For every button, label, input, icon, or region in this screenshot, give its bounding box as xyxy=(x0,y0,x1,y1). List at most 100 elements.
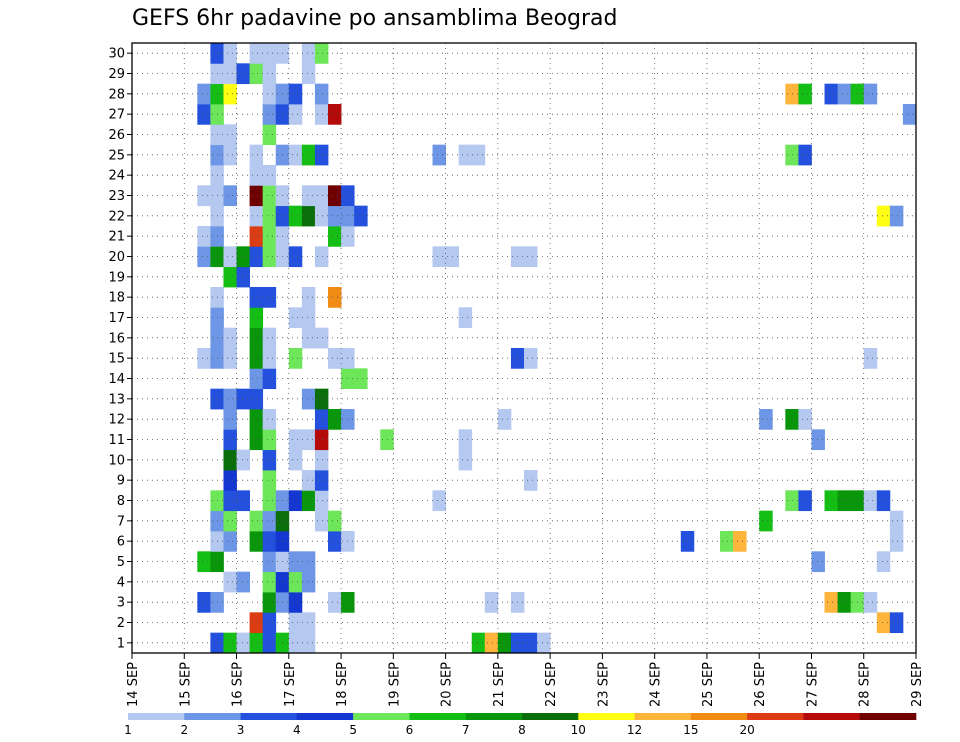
colorbar-swatch xyxy=(690,713,748,720)
heatmap-cell xyxy=(301,63,316,85)
heatmap-cell xyxy=(288,612,303,634)
heatmap-cell xyxy=(288,490,303,512)
heatmap-cell xyxy=(262,63,277,85)
heatmap-cell xyxy=(249,226,264,247)
x-tick-label: 20 SEP xyxy=(440,662,455,707)
heatmap-cell xyxy=(824,490,838,512)
y-tick-label: 11 xyxy=(108,433,125,448)
heatmap-cell xyxy=(863,490,878,512)
heatmap-cells xyxy=(197,43,917,654)
grid-lines xyxy=(132,43,916,653)
chart-title: GEFS 6hr padavine po ansamblima Beograd xyxy=(132,6,618,31)
y-tick-label: 21 xyxy=(108,230,125,245)
heatmap-cell xyxy=(288,571,303,593)
heatmap-cell xyxy=(798,490,812,512)
heatmap-cell xyxy=(223,429,237,451)
heatmap-cell xyxy=(811,429,825,451)
colorbar-swatch xyxy=(465,713,523,720)
heatmap-cell xyxy=(288,632,303,654)
colorbar-swatch xyxy=(859,713,917,720)
heatmap-cell xyxy=(288,551,303,573)
heatmap-cell xyxy=(524,246,538,268)
heatmap-cell xyxy=(223,470,237,491)
heatmap-cell xyxy=(328,510,342,532)
heatmap-cell xyxy=(458,307,473,329)
heatmap-cell xyxy=(197,185,211,207)
heatmap-cell xyxy=(223,531,237,552)
heatmap-cell xyxy=(354,368,368,390)
heatmap-cell xyxy=(537,632,551,654)
heatmap-cell xyxy=(328,185,342,207)
heatmap-cell xyxy=(301,571,316,593)
heatmap-cell xyxy=(720,531,734,552)
heatmap-cell xyxy=(236,490,250,512)
heatmap-cell xyxy=(314,185,329,207)
colorbar-swatch xyxy=(803,713,861,720)
x-tick-label: 28 SEP xyxy=(858,662,873,707)
heatmap-cell xyxy=(798,83,812,105)
heatmap-cell xyxy=(837,592,852,613)
heatmap-cell xyxy=(197,104,211,125)
heatmap-cell xyxy=(889,510,904,532)
heatmap-cell xyxy=(837,490,852,512)
heatmap-cell xyxy=(249,388,264,410)
colorbar-swatch xyxy=(184,713,241,720)
heatmap-cell xyxy=(314,429,329,451)
heatmap-cell xyxy=(902,104,917,125)
heatmap-cell xyxy=(249,246,264,268)
x-tick-label: 15 SEP xyxy=(178,662,193,707)
heatmap-cell xyxy=(288,246,303,268)
heatmap-cell xyxy=(328,287,342,308)
heatmap-cell xyxy=(262,165,277,186)
heatmap-cell xyxy=(223,63,237,85)
heatmap-cell xyxy=(223,571,237,593)
heatmap-cell xyxy=(301,327,316,349)
heatmap-cell xyxy=(223,348,237,369)
heatmap-cell xyxy=(262,531,277,552)
colorbar-swatch xyxy=(634,713,692,720)
heatmap-cell xyxy=(301,612,316,634)
heatmap-cell xyxy=(889,612,904,634)
colorbar-swatch xyxy=(296,713,354,720)
heatmap-cell xyxy=(733,531,747,552)
x-tick-label: 26 SEP xyxy=(753,662,768,707)
colorbar-label: 10 xyxy=(571,723,586,737)
heatmap-cell xyxy=(824,83,838,105)
heatmap-cell xyxy=(328,592,342,613)
heatmap-cell xyxy=(262,368,277,390)
colorbar-label: 15 xyxy=(683,723,698,737)
heatmap-cell xyxy=(262,348,277,369)
heatmap-cell xyxy=(223,185,237,207)
y-tick-label: 4 xyxy=(117,575,125,590)
heatmap-cell xyxy=(432,490,446,512)
heatmap-cell xyxy=(497,409,512,430)
heatmap-cell xyxy=(249,205,264,227)
heatmap-cell xyxy=(889,531,904,552)
y-tick-label: 22 xyxy=(108,209,125,224)
heatmap-cell xyxy=(223,449,237,471)
heatmap-cell xyxy=(249,510,264,532)
heatmap-cell xyxy=(811,551,825,573)
heatmap-cell xyxy=(301,490,316,512)
heatmap-cell xyxy=(288,205,303,227)
heatmap-cell xyxy=(524,470,538,491)
heatmap-cell xyxy=(288,307,303,329)
heatmap-cell xyxy=(876,612,891,634)
x-tick-label: 22 SEP xyxy=(544,662,559,707)
heatmap-cell xyxy=(262,571,277,593)
heatmap-cell xyxy=(262,470,277,491)
colorbar-swatch xyxy=(240,713,298,720)
heatmap-cell xyxy=(288,104,303,125)
colorbar-swatch xyxy=(128,713,185,720)
heatmap-cell xyxy=(236,63,250,85)
heatmap-cell xyxy=(236,571,250,593)
colorbar-label: 5 xyxy=(349,723,357,737)
heatmap-cell xyxy=(328,205,342,227)
y-tick-label: 7 xyxy=(117,514,125,529)
heatmap-cell xyxy=(236,632,250,654)
heatmap-cell xyxy=(301,287,316,308)
heatmap-cell xyxy=(432,144,446,166)
heatmap-cell xyxy=(236,266,250,288)
colorbar: 1 2 3 4 5 6 7 8 10 12 15 20 xyxy=(124,713,917,737)
heatmap-cell xyxy=(249,327,264,349)
